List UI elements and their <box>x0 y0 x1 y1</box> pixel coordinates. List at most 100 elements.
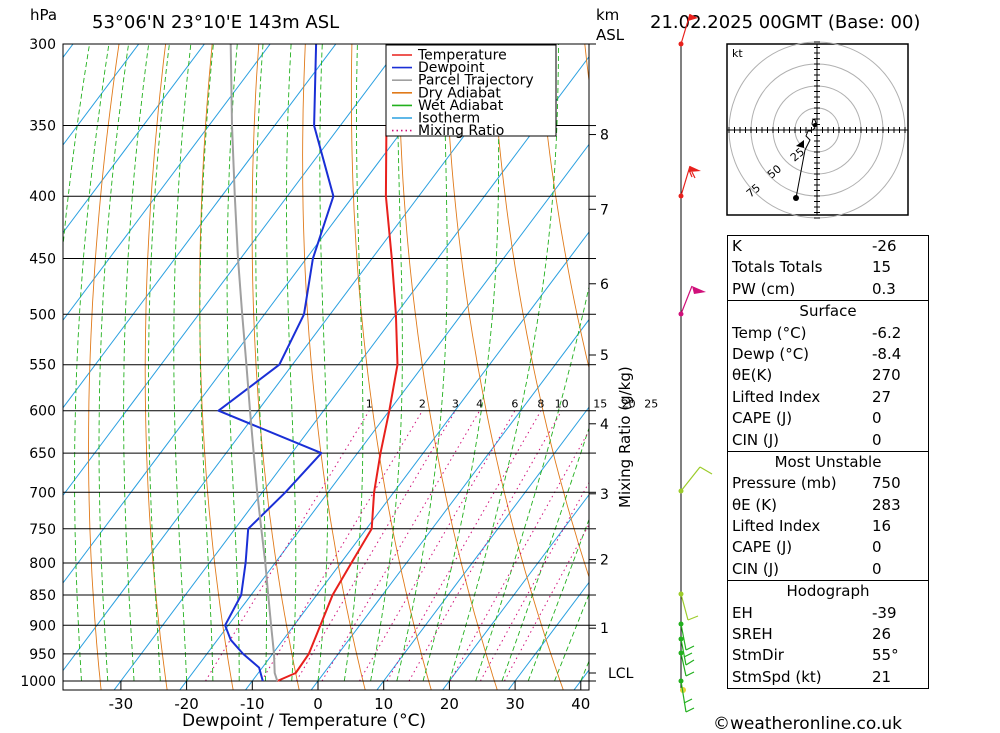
surface-row-thetae: θE(K) 270 <box>732 366 901 385</box>
hodograph-surface-dot <box>793 195 799 201</box>
hodograph-section-title: Hodograph <box>728 580 928 602</box>
hodo-row-sreh: SREH 26 <box>732 625 892 644</box>
wind-barb-500 <box>678 285 706 317</box>
plot-frame <box>62 43 590 691</box>
dry-adiabat-line <box>199 44 234 690</box>
pressure-label-550: 550 <box>29 358 56 374</box>
wind-barb-900 <box>678 621 695 651</box>
mixing-ratio-axis-label: Mixing Ratio (g/kg) <box>616 366 634 508</box>
x-tick-label-10: 10 <box>374 695 393 713</box>
wind-barb-850 <box>678 591 699 621</box>
most-unstable-section-title: Most Unstable <box>728 450 928 473</box>
height-label-6: 6 <box>600 277 609 293</box>
isotherm-line <box>63 44 337 409</box>
x-tick-label-40: 40 <box>571 695 590 713</box>
mixing-ratio-line <box>205 410 370 682</box>
mixing-ratio-label-3: 3 <box>452 398 459 411</box>
isotherm-line <box>63 44 403 497</box>
dry-adiabat-line <box>88 44 120 690</box>
index-row-pw: PW (cm) 0.3 <box>732 279 896 298</box>
indices-table: K -26 Totals Totals 15 PW (cm) 0.3 Surface … <box>727 235 929 690</box>
mixing-ratio-label-1: 1 <box>366 398 373 411</box>
hodo-row-stmdir: StmDir 55° <box>732 646 899 665</box>
dry-adiabat-line <box>302 44 366 690</box>
pressure-label-850: 850 <box>29 588 56 604</box>
x-tick-label--20: -20 <box>174 695 199 713</box>
mixing-ratio-label-25: 25 <box>644 398 658 411</box>
mu-row-cape: CAPE (J) 0 <box>732 538 882 557</box>
height-label-7: 7 <box>600 202 609 218</box>
wind-barb-925 <box>678 636 695 666</box>
wet-adiabat-line <box>370 44 403 682</box>
dry-adiabat-line <box>251 44 300 690</box>
hodo-row-eh: EH -39 <box>732 603 897 622</box>
mu-row-pressure: Pressure (mb) 750 <box>732 474 901 493</box>
pressure-label-750: 750 <box>29 522 56 538</box>
dry-adiabat-line <box>144 44 168 690</box>
legend-label: Isotherm <box>418 111 480 127</box>
asl-label: ASL <box>596 26 625 44</box>
mixing-ratio-line <box>449 429 589 682</box>
mu-row-thetae: θE (K) 283 <box>732 495 901 514</box>
isotherm-line <box>63 44 271 321</box>
mixing-ratio-label-15: 15 <box>593 398 607 411</box>
height-label-3: 3 <box>600 487 609 503</box>
wind-barb-400 <box>678 165 701 199</box>
pressure-axis-labels: 300 350 400 450 500 550 600 650 700 750 800 850 900 9… <box>20 37 56 690</box>
isotherm-line <box>441 493 589 690</box>
temperature-axis-labels: -30 -20 -10 0 10 20 30 40 <box>109 681 590 713</box>
height-axis-labels: 8 7 6 5 4 3 2 1 LCL <box>589 128 634 682</box>
isotherm-line <box>507 581 589 690</box>
hodo-row-stmspd: StmSpd (kt) 21 <box>732 667 892 686</box>
dry-adiabat-line <box>350 44 432 690</box>
mixing-ratio-label-8: 8 <box>537 398 544 411</box>
pressure-label-600: 600 <box>29 404 56 420</box>
surface-row-lifted-index: Lifted Index 27 <box>732 387 892 406</box>
wind-barb-1000 <box>678 678 695 713</box>
km-label: km <box>596 6 619 24</box>
pressure-label-900: 900 <box>29 618 56 634</box>
mu-row-cin: CIN (J) 0 <box>732 559 882 578</box>
mixing-ratio-label-2: 2 <box>419 398 426 411</box>
dry-adiabat-line <box>444 44 564 690</box>
legend-label: Dry Adiabat <box>418 85 501 101</box>
legend-label: Dewpoint <box>418 60 485 76</box>
mixing-ratio-line <box>503 523 589 682</box>
parcel-trajectory-line <box>229 44 279 682</box>
pressure-label-700: 700 <box>29 485 56 501</box>
dry-adiabat-line <box>992 8 1000 707</box>
x-tick-label-20: 20 <box>440 695 459 713</box>
height-label-2: 2 <box>600 553 609 569</box>
hodograph-trace <box>795 118 818 199</box>
isotherm-line <box>376 406 589 690</box>
location-title: 53°06'N 23°10'E 143m ASL <box>92 12 339 33</box>
profile-series <box>217 44 399 682</box>
x-tick-label--30: -30 <box>109 695 134 713</box>
temperature-line <box>276 44 399 682</box>
hodograph-top-dot <box>813 123 817 127</box>
height-label-4: 4 <box>600 417 609 433</box>
height-label-1: 1 <box>600 621 609 637</box>
legend-box <box>385 44 557 137</box>
wind-barb-950 <box>678 650 695 677</box>
pressure-label-400: 400 <box>29 189 56 205</box>
pressure-label-1000: 1000 <box>20 674 56 690</box>
dry-adiabat-line <box>398 44 498 690</box>
x-tick-label-0: 0 <box>313 695 323 713</box>
isotherm-line <box>63 44 206 234</box>
pressure-label-350: 350 <box>29 119 56 135</box>
dry-adiabat-line <box>947 8 1000 707</box>
hodograph-storm-marker <box>796 140 804 148</box>
surface-row-cin: CIN (J) 0 <box>732 430 882 449</box>
height-label-5: 5 <box>600 348 609 364</box>
height-label-LCL: LCL <box>608 666 634 682</box>
mixing-ratio-label-10: 10 <box>555 398 569 411</box>
hodograph-unit-label: kt <box>732 47 743 60</box>
legend-label: Wet Adiabat <box>418 98 504 114</box>
x-tick-label-30: 30 <box>506 695 525 713</box>
pressure-label-800: 800 <box>29 556 56 572</box>
height-label-8: 8 <box>600 128 609 144</box>
hpa-label: hPa <box>30 6 57 24</box>
pressure-label-650: 650 <box>29 446 56 462</box>
